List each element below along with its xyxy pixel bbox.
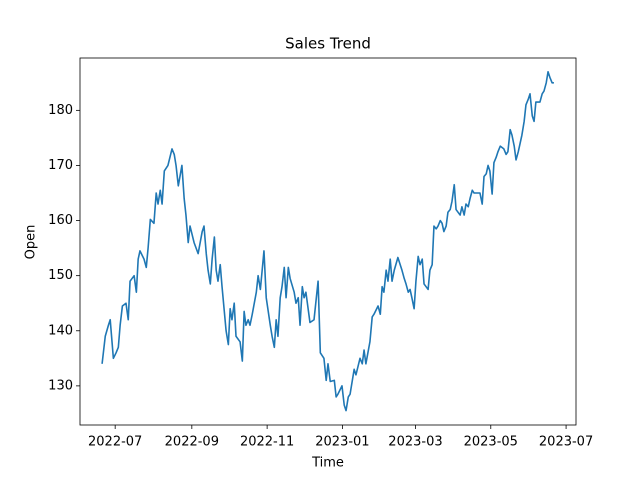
x-tick-label: 2023-01 (315, 435, 369, 450)
x-tick-label: 2022-09 (165, 435, 219, 450)
y-tick-label: 130 (48, 378, 73, 393)
x-axis-label: Time (311, 456, 344, 471)
x-tick-label: 2023-05 (464, 435, 518, 450)
axes-frame (79, 57, 577, 426)
data-line (101, 70, 554, 412)
y-tick-label: 170 (48, 158, 73, 173)
y-axis-label: Open (24, 225, 39, 260)
x-tick-label: 2023-07 (539, 435, 593, 450)
x-tick-label: 2022-07 (88, 435, 142, 450)
y-tick-label: 160 (48, 213, 73, 228)
chart-title: Sales Trend (285, 35, 371, 53)
y-tick-label: 150 (48, 268, 73, 283)
y-tick-label: 180 (48, 103, 73, 118)
y-tick-label: 140 (48, 323, 73, 338)
x-tick-label: 2023-03 (388, 435, 442, 450)
x-tick-label: 2022-11 (240, 435, 294, 450)
